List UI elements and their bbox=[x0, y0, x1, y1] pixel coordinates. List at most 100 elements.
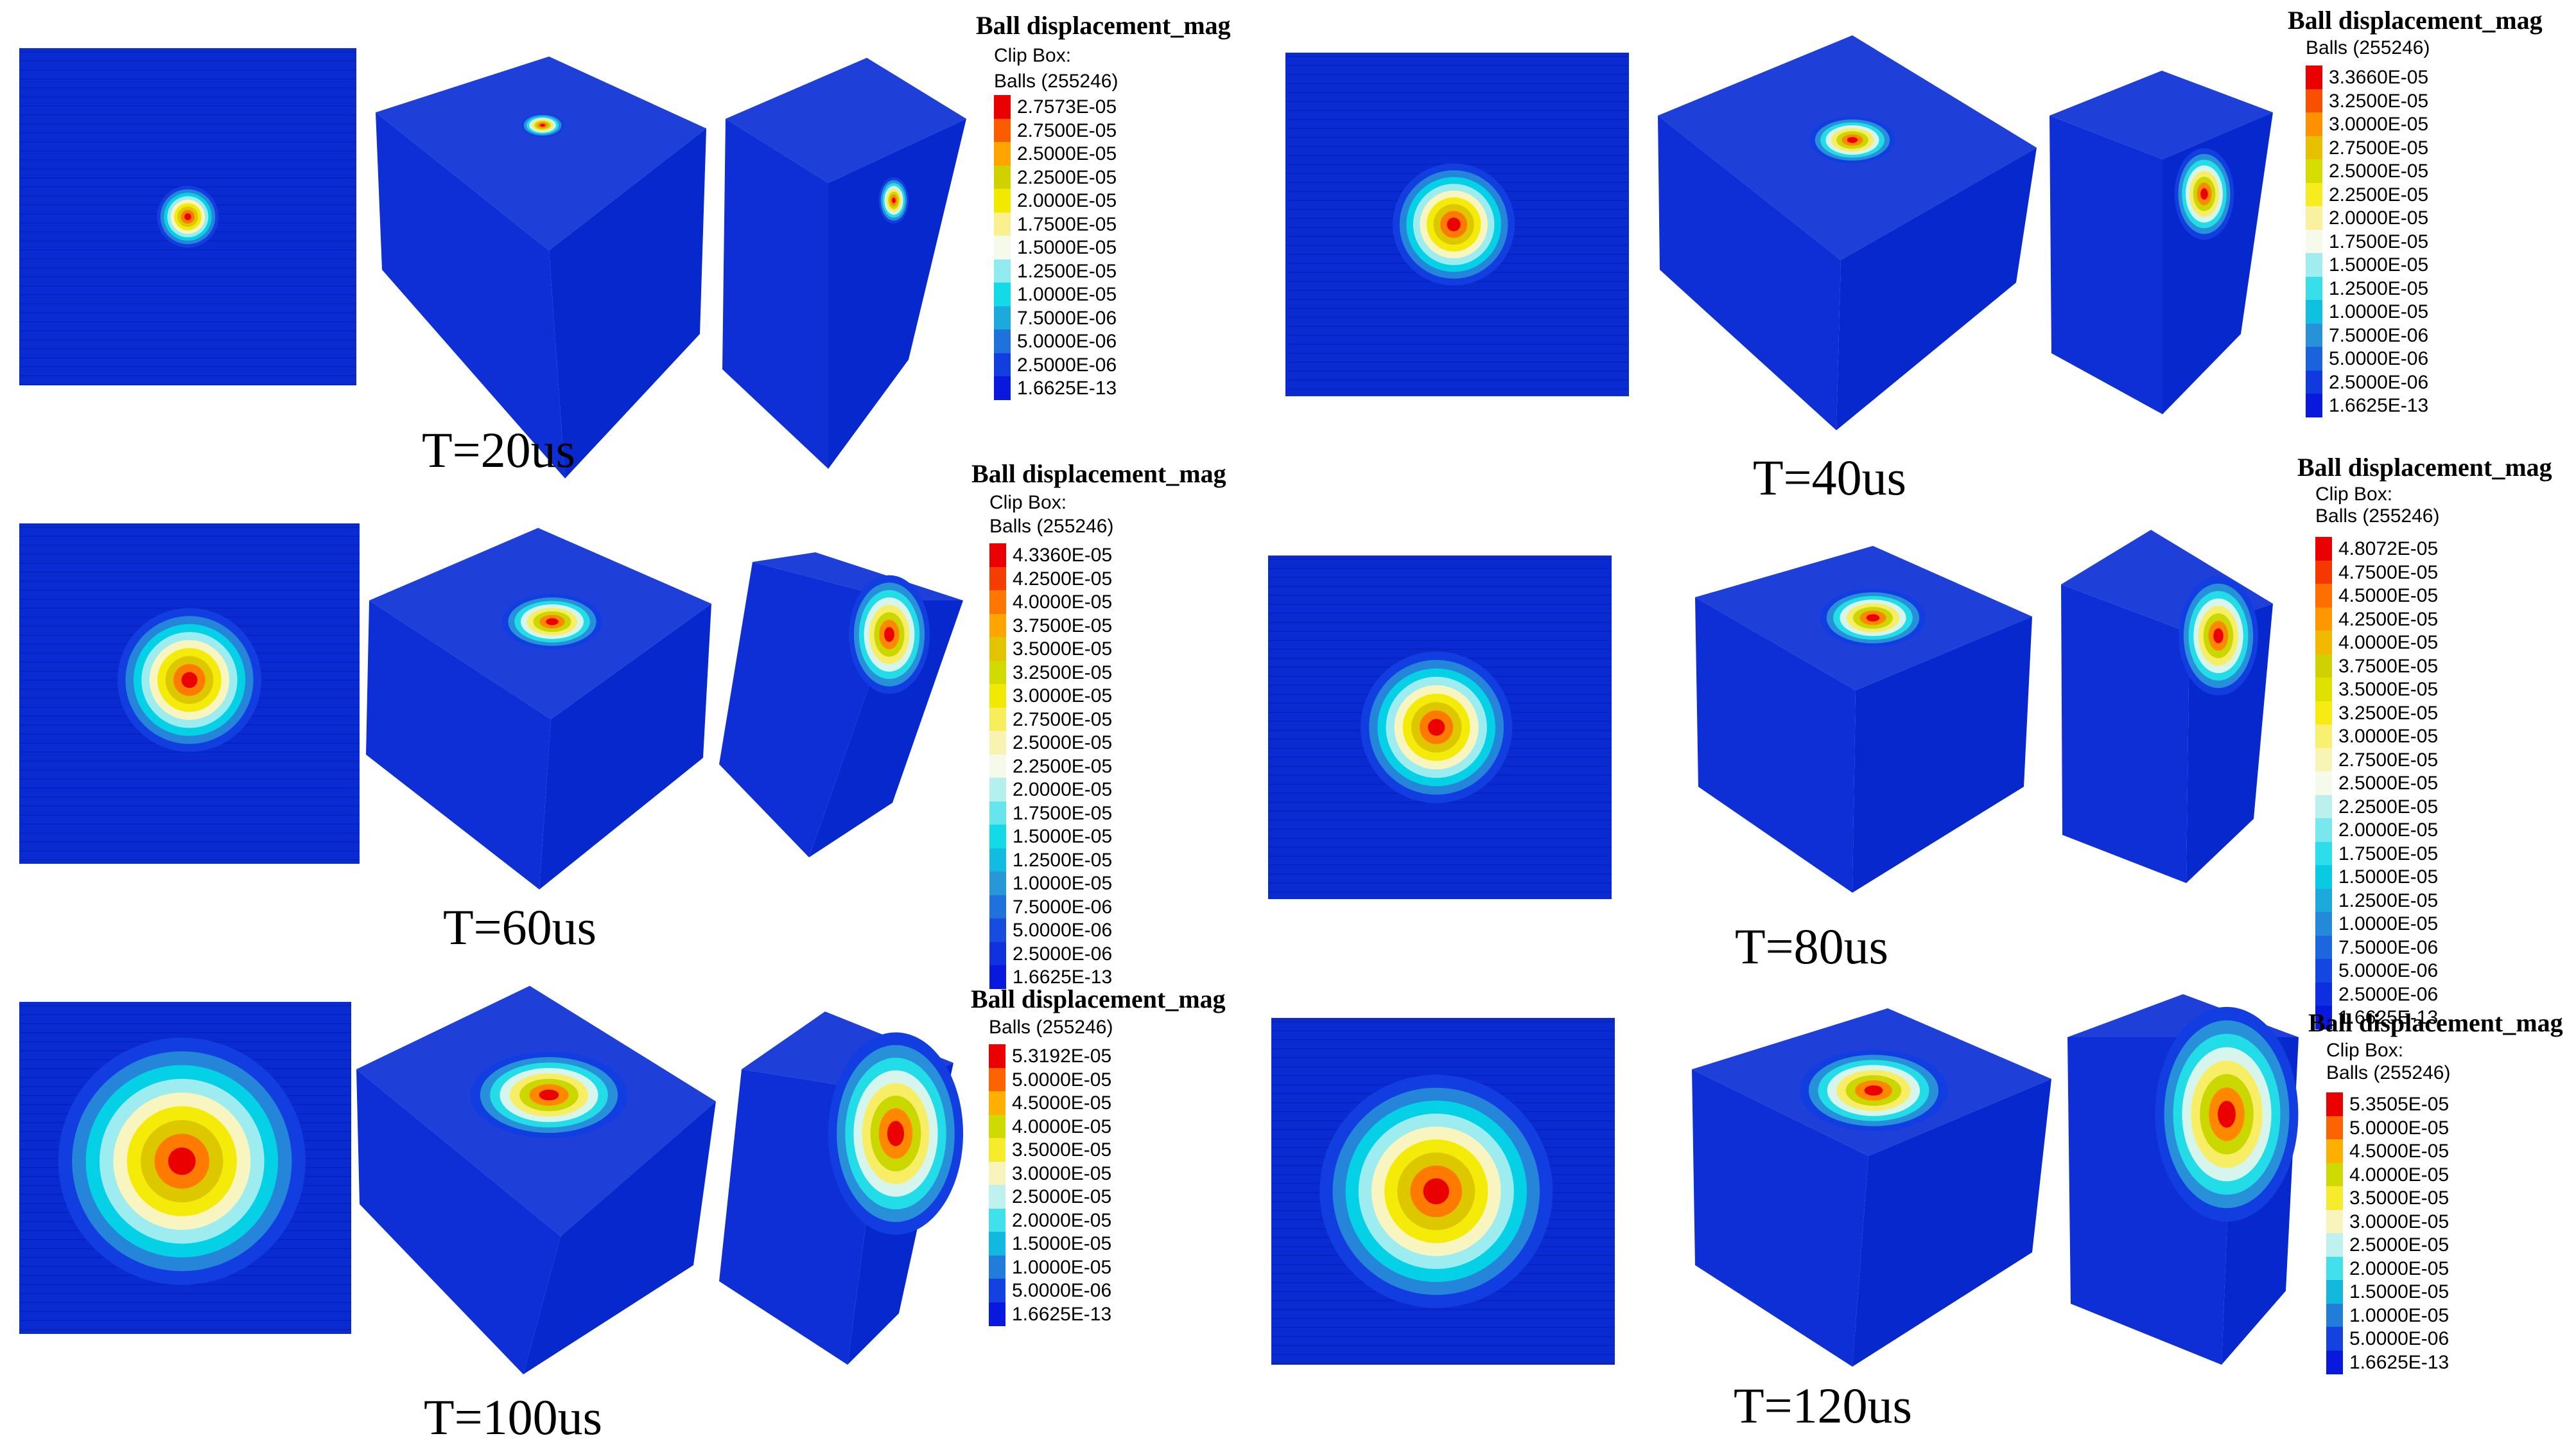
legend-value: 1.6625E-13 bbox=[1012, 1303, 1112, 1325]
clipped-section-view bbox=[2049, 71, 2273, 414]
legend-swatch bbox=[2326, 1327, 2343, 1351]
legend-value: 1.2500E-05 bbox=[1013, 849, 1113, 871]
legend-value: 3.5000E-05 bbox=[1013, 638, 1113, 660]
legend-value: 1.2500E-05 bbox=[2329, 277, 2429, 299]
legend-value: 5.0000E-06 bbox=[1017, 331, 1117, 352]
legend-swatch bbox=[989, 707, 1006, 731]
legend-swatch bbox=[989, 731, 1006, 755]
legend-value: 1.7500E-05 bbox=[1017, 213, 1117, 235]
legend-swatch bbox=[2315, 818, 2332, 842]
legend-ball-count: Balls (255246) bbox=[989, 1017, 1113, 1038]
legend-clip-box: Clip Box: bbox=[2315, 484, 2393, 505]
legend-swatch bbox=[994, 353, 1011, 377]
legend-value: 4.5000E-05 bbox=[2338, 585, 2439, 606]
legend-value: 5.0000E-05 bbox=[1012, 1069, 1112, 1090]
legend-swatch bbox=[2326, 1092, 2343, 1116]
legend-swatch bbox=[2306, 66, 2322, 89]
legend-swatch bbox=[994, 283, 1011, 306]
legend-swatch bbox=[2315, 537, 2332, 561]
legend-value: 3.0000E-05 bbox=[2349, 1211, 2450, 1232]
top-view-square bbox=[19, 48, 356, 385]
time-caption: T=120us bbox=[1734, 1378, 1912, 1433]
legend-value: 3.0000E-05 bbox=[1012, 1162, 1112, 1184]
legend-value: 3.0000E-05 bbox=[1013, 685, 1113, 706]
legend-swatch bbox=[2315, 748, 2332, 772]
legend-value: 5.0000E-06 bbox=[1012, 1280, 1112, 1301]
legend-value: 7.5000E-06 bbox=[2338, 936, 2439, 958]
legend-value: 4.5000E-05 bbox=[2349, 1141, 2450, 1162]
legend-value: 2.7500E-05 bbox=[1017, 119, 1117, 141]
legend-value: 1.0000E-05 bbox=[2329, 301, 2429, 322]
legend-swatch bbox=[989, 1185, 1005, 1209]
legend-value: 4.0000E-05 bbox=[1013, 591, 1113, 613]
legend-value: 5.0000E-06 bbox=[2349, 1328, 2450, 1349]
legend-value: 3.2500E-05 bbox=[2329, 90, 2429, 112]
legend-value: 1.5000E-05 bbox=[2349, 1281, 2450, 1302]
cube-3d-view bbox=[376, 57, 706, 478]
legend-swatch bbox=[2306, 276, 2322, 301]
legend-swatch bbox=[994, 142, 1011, 166]
legend-swatch bbox=[989, 918, 1006, 942]
legend-swatch bbox=[2326, 1350, 2343, 1374]
legend-swatch bbox=[2306, 182, 2322, 207]
legend-swatch bbox=[989, 754, 1006, 778]
legend-swatch bbox=[2306, 253, 2322, 277]
clipped-section-view bbox=[719, 1012, 964, 1365]
legend-swatch bbox=[2326, 1186, 2343, 1210]
legend-value: 2.0000E-05 bbox=[2338, 819, 2439, 841]
legend-value: 1.6625E-13 bbox=[2338, 1007, 2439, 1028]
legend-swatch bbox=[989, 1138, 1005, 1162]
legend-value: 4.0000E-05 bbox=[1012, 1116, 1112, 1137]
legend-swatch bbox=[989, 801, 1006, 825]
legend-swatch bbox=[2326, 1233, 2343, 1257]
legend-value: 1.7500E-05 bbox=[2338, 843, 2439, 864]
legend-swatch bbox=[2326, 1139, 2343, 1163]
legend-swatch bbox=[2315, 912, 2332, 936]
legend-swatch bbox=[989, 590, 1006, 614]
legend-swatch bbox=[2315, 771, 2332, 795]
legend-value: 4.0000E-05 bbox=[2349, 1164, 2450, 1186]
legend-swatch bbox=[2315, 678, 2332, 701]
legend-swatch bbox=[989, 1232, 1005, 1256]
legend-value: 1.0000E-05 bbox=[2338, 913, 2439, 934]
legend-value: 5.0000E-05 bbox=[2349, 1117, 2450, 1139]
legend-value: 3.2500E-05 bbox=[1013, 661, 1113, 683]
legend-value: 2.2500E-05 bbox=[1017, 166, 1117, 188]
legend-swatch bbox=[2315, 865, 2332, 889]
legend-swatch bbox=[2326, 1209, 2343, 1234]
legend-swatch bbox=[2306, 206, 2322, 230]
legend-ball-count: Balls (255246) bbox=[989, 516, 1114, 537]
legend-value: 5.3192E-05 bbox=[1012, 1046, 1112, 1067]
legend-value: 2.5000E-06 bbox=[1017, 354, 1117, 376]
legend-swatch bbox=[994, 165, 1011, 189]
legend-value: 1.5000E-05 bbox=[1012, 1233, 1112, 1254]
legend-swatch bbox=[2315, 959, 2332, 983]
legend-swatch bbox=[2306, 229, 2322, 254]
legend-value: 2.5000E-05 bbox=[1013, 732, 1113, 753]
legend-swatch bbox=[2306, 89, 2322, 113]
legend-swatch bbox=[989, 848, 1006, 872]
legend-swatch bbox=[989, 1255, 1005, 1279]
legend-swatch bbox=[2306, 370, 2322, 394]
legend-value: 2.5000E-06 bbox=[1013, 943, 1113, 965]
legend-clip-box: Clip Box: bbox=[989, 492, 1067, 513]
legend-value: 4.2500E-05 bbox=[2338, 608, 2439, 630]
legend-title: Ball displacement_mag bbox=[2308, 1008, 2563, 1037]
legend-swatch bbox=[989, 684, 1006, 708]
legend-swatch bbox=[994, 259, 1011, 283]
legend-value: 4.2500E-05 bbox=[1013, 568, 1113, 590]
legend-value: 7.5000E-06 bbox=[1017, 307, 1117, 329]
legend-swatch bbox=[2315, 607, 2332, 631]
top-view-square bbox=[1271, 1018, 1615, 1365]
top-view-square bbox=[19, 523, 360, 864]
legend-swatch bbox=[2326, 1303, 2343, 1327]
legend-swatch bbox=[2326, 1280, 2343, 1304]
legend-value: 1.6625E-13 bbox=[2329, 395, 2429, 416]
legend-value: 3.0000E-05 bbox=[2338, 726, 2439, 747]
legend-swatch bbox=[989, 637, 1006, 661]
legend-title: Ball displacement_mag bbox=[971, 459, 1226, 488]
legend-swatch bbox=[2326, 1162, 2343, 1187]
top-view-square bbox=[1268, 556, 1612, 899]
legend-title: Ball displacement_mag bbox=[971, 985, 1226, 1013]
cube-3d-view bbox=[366, 528, 711, 889]
